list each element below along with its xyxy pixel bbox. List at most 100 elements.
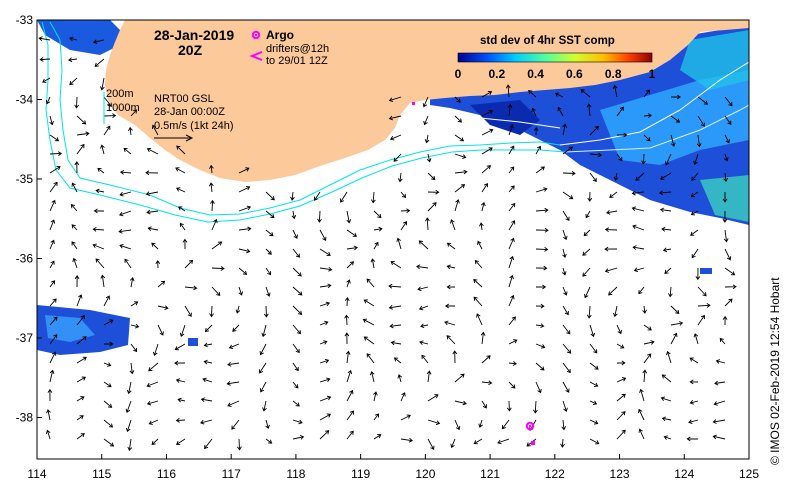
current-arrow (290, 191, 295, 201)
current-arrow (49, 219, 56, 231)
current-arrow (616, 153, 623, 162)
current-arrow (100, 144, 105, 155)
drifter-marker (412, 102, 415, 105)
current-arrow (95, 188, 105, 194)
current-arrow (690, 191, 699, 198)
current-arrow (38, 36, 51, 41)
contour-legend-200m: 200m (106, 88, 134, 100)
current-arrow (95, 258, 105, 269)
current-arrow (724, 248, 732, 261)
current-arrow (562, 123, 567, 136)
product-info-line3: 0.5m/s (1kt 24h) (154, 120, 233, 132)
current-arrow (609, 191, 618, 198)
current-arrow (389, 323, 402, 329)
current-arrow (319, 320, 329, 326)
current-arrow (586, 305, 592, 319)
current-arrow (616, 360, 626, 366)
current-arrow (388, 96, 402, 103)
current-arrow (261, 324, 267, 338)
current-arrow (390, 261, 402, 269)
current-arrow (388, 283, 402, 289)
product-info-line1: NRT00 GSL (154, 93, 214, 105)
current-arrow (292, 267, 302, 277)
current-arrow (616, 343, 625, 349)
current-arrow (210, 199, 215, 212)
current-arrow (613, 305, 618, 318)
y-tick-label: -35 (16, 172, 34, 186)
current-arrow (450, 438, 456, 449)
current-arrow (589, 419, 599, 425)
current-arrow (366, 353, 375, 364)
current-arrow (723, 172, 729, 183)
current-arrow (420, 323, 429, 329)
current-arrow (151, 438, 159, 445)
current-arrow (237, 438, 242, 451)
scale-arrow (154, 134, 194, 142)
current-arrow (179, 222, 186, 231)
current-arrow (642, 369, 648, 383)
current-vector-field (38, 36, 737, 452)
current-arrow (670, 115, 681, 123)
current-arrow (535, 145, 542, 155)
current-arrow (130, 301, 139, 307)
current-arrow (560, 438, 565, 448)
current-arrow (508, 220, 516, 231)
current-arrow (291, 210, 297, 220)
current-arrow (235, 305, 241, 314)
current-arrow (389, 134, 402, 141)
current-arrow (418, 240, 429, 250)
current-arrow (400, 414, 411, 421)
current-arrow (373, 413, 380, 421)
current-arrow (481, 165, 491, 174)
x-tick-label: 121 (480, 467, 500, 481)
current-arrow (481, 355, 491, 364)
current-arrow (69, 36, 78, 42)
argo-legend-label: Argo (266, 28, 294, 42)
current-arrow (670, 321, 684, 326)
current-arrow (130, 323, 140, 329)
current-arrow (397, 172, 403, 183)
current-arrow (535, 187, 548, 193)
current-arrow (454, 96, 461, 103)
current-arrow (582, 248, 591, 256)
current-arrow (345, 350, 351, 364)
current-arrow (119, 191, 132, 197)
current-arrow (508, 202, 516, 212)
current-arrow (474, 259, 483, 269)
current-arrow (616, 132, 628, 138)
current-arrow (417, 286, 429, 292)
current-arrow (119, 244, 132, 250)
current-arrow (211, 241, 223, 250)
current-arrow (604, 267, 618, 273)
current-arrow (76, 396, 85, 402)
current-arrow (370, 258, 376, 269)
current-arrow (346, 261, 355, 269)
current-arrow (262, 400, 267, 412)
current-arrow (473, 438, 483, 445)
current-arrow (100, 274, 106, 288)
current-arrow (319, 430, 330, 440)
current-arrow (528, 90, 537, 98)
current-arrow (175, 167, 186, 174)
current-arrow (265, 438, 273, 444)
x-tick-label: 125 (739, 467, 759, 481)
current-arrow (346, 410, 354, 421)
current-arrow (535, 227, 549, 233)
current-arrow (292, 362, 299, 372)
colorbar-tick-label: 0.4 (527, 67, 544, 81)
current-arrow (481, 109, 494, 117)
x-tick-label: 119 (351, 467, 370, 481)
current-arrow (584, 286, 591, 299)
current-arrow (481, 201, 486, 212)
current-arrow (643, 324, 652, 331)
current-arrow (103, 362, 112, 367)
current-arrow (481, 182, 488, 193)
current-arrow (580, 89, 591, 98)
sst-data-patches (37, 20, 749, 355)
current-arrow (176, 187, 186, 193)
current-arrow (690, 210, 699, 216)
current-arrow (660, 396, 672, 402)
current-arrow (535, 362, 545, 371)
current-arrow (74, 275, 80, 288)
current-arrow (211, 286, 221, 297)
